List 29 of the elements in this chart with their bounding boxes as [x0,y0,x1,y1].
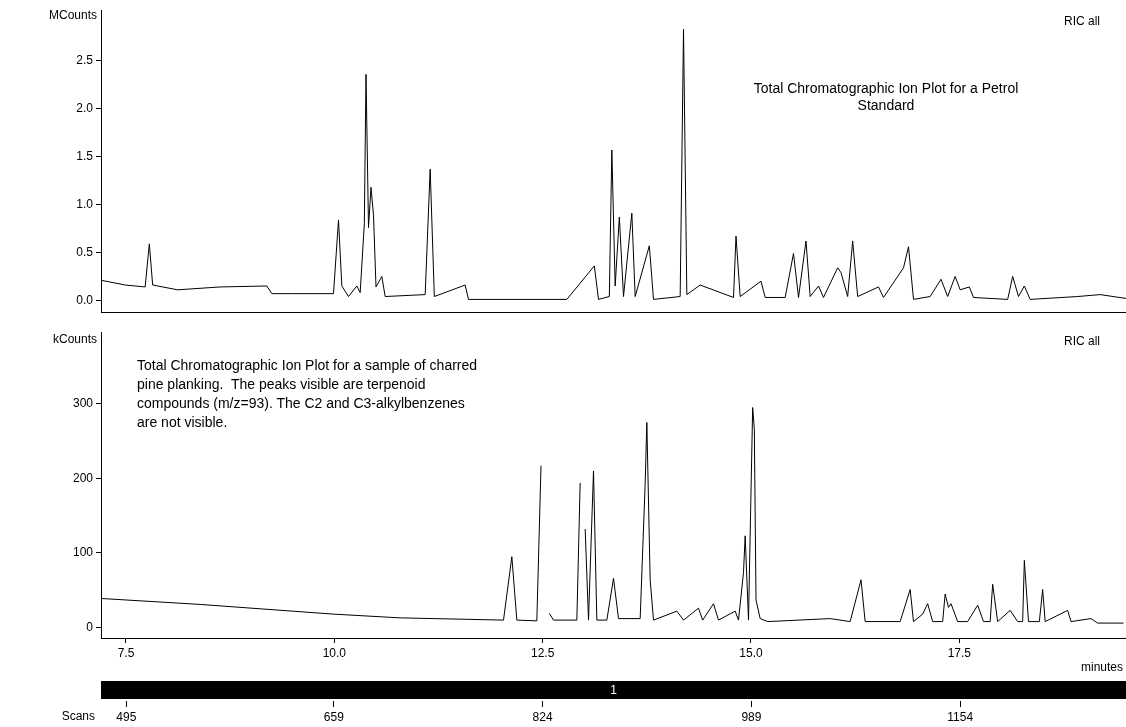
x2-tick-label: 1154 [947,709,974,724]
x-tick-label: 12.5 [530,645,555,660]
y-tick-label: 2.5 [76,53,94,68]
y-tick-label: 0.5 [76,244,94,259]
x2-tick-label: 659 [323,709,345,724]
x-tick-label: 17.5 [947,645,972,660]
y-tick-label: 200 [72,470,94,485]
x-tick-label: 7.5 [117,645,135,660]
annotation: Total Chromatographic Ion Plot for a Petrol Standard [752,80,1020,114]
x2-axis-title: Scans [61,709,95,723]
y-tick-label: 2.0 [76,101,94,116]
y-axis-title: kCounts [52,332,97,346]
y-tick-label: 300 [72,396,94,411]
y-tick-label: 1.5 [76,149,94,164]
annotation: RIC all [1063,334,1100,348]
y-axis-title: MCounts [48,8,97,22]
y-tick-label: 0.0 [76,292,94,307]
x-tick-label: 15.0 [739,645,763,660]
y-tick-label: 100 [72,545,94,560]
x2-tick-label: 989 [741,709,762,724]
segment-bar: 1 [101,681,1126,699]
x2-tick-label: 495 [116,709,137,724]
annotation: Total Chromatographic Ion Plot for a sample of charred pine planking. The peaks visible are terpenoid compounds (m/z=93). The C2 and C3-alkylbenzenes are not visible. [137,356,479,432]
y-tick-label: 1.0 [76,196,94,211]
y-tick-label: 0 [86,619,94,634]
annotation: RIC all [1063,14,1100,28]
x-axis-title: minutes [1080,660,1123,674]
x2-tick-label: 824 [532,709,553,724]
x-tick-label: 10.0 [322,645,347,660]
